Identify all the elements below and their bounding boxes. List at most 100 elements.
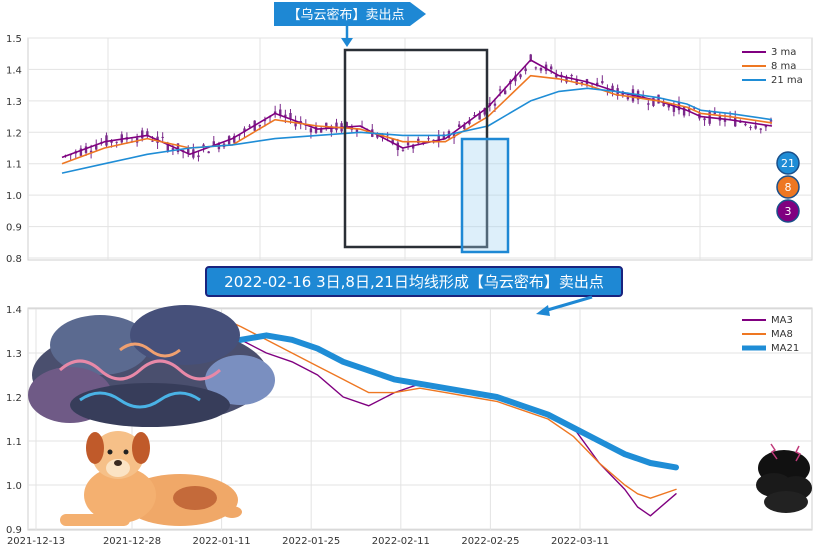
- bottom-x-tick-label: 2022-03-11: [551, 536, 609, 547]
- candle-body: [657, 94, 660, 104]
- candle-body: [514, 75, 517, 82]
- candle-body: [161, 136, 164, 138]
- candle-body: [524, 68, 527, 72]
- candle-body: [427, 138, 430, 140]
- candle-body: [549, 66, 553, 70]
- candle-body: [519, 74, 522, 78]
- candle-body: [335, 122, 338, 131]
- candle-body: [734, 116, 737, 127]
- candle-body: [749, 127, 752, 129]
- candle-body: [207, 151, 210, 154]
- candle-body: [498, 89, 502, 91]
- candle-body: [652, 97, 655, 106]
- top-y-tick-label: 1.0: [6, 191, 22, 202]
- candle-body: [744, 123, 747, 126]
- candle-body: [248, 125, 251, 127]
- candle-body: [294, 121, 297, 127]
- svg-text:21: 21: [781, 157, 795, 170]
- candle-body: [437, 134, 440, 142]
- bottom-x-tick-label: 2022-01-11: [193, 536, 251, 547]
- candle-body: [713, 112, 716, 114]
- candle-body: [166, 143, 169, 151]
- candle-body: [442, 134, 446, 140]
- bottom-ma-lines: [218, 317, 679, 517]
- bottom-y-ticks: 0.9 1.0 1.1 1.2 1.3 1.4: [6, 305, 22, 536]
- legend-label-ma8: MA8: [771, 329, 793, 340]
- candle-body: [115, 141, 118, 143]
- candle-body: [325, 122, 328, 129]
- candle-body: [345, 122, 348, 127]
- top-y-ticks: 0.8 0.9 1.0 1.1 1.2 1.3 1.4 1.5: [6, 34, 22, 265]
- top-y-tick-label: 1.4: [6, 65, 22, 76]
- bottom-x-tick-label: 2021-12-13: [7, 536, 65, 547]
- candle-body: [284, 114, 287, 118]
- candle-body: [693, 107, 696, 109]
- legend-label-ma21: MA21: [771, 343, 799, 354]
- candle-body: [503, 90, 507, 95]
- svg-text:3: 3: [785, 205, 792, 218]
- candle-body: [723, 118, 727, 122]
- dark-cloud-zone-box: [343, 48, 489, 249]
- badge-8: [776, 175, 800, 199]
- candle-body: [279, 109, 282, 116]
- bottom-y-tick-label: 1.1: [6, 437, 22, 448]
- candle-body: [754, 125, 757, 129]
- candle-body: [401, 149, 405, 151]
- candle-body: [473, 115, 476, 117]
- bottom-x-tick-label: 2022-01-25: [282, 536, 340, 547]
- candle-body: [258, 124, 262, 127]
- candle-body: [769, 120, 773, 122]
- candle-body: [105, 135, 108, 146]
- candle-body: [376, 134, 379, 138]
- candle-body: [355, 128, 359, 133]
- candle-body: [703, 118, 706, 121]
- candle-body: [330, 126, 333, 133]
- candle-body: [197, 155, 200, 158]
- top-legend: 3 ma 8 ma 21 ma: [742, 47, 803, 86]
- candle-body: [539, 67, 543, 71]
- candle-body: [483, 108, 486, 115]
- candle-body: [662, 101, 665, 107]
- candle-body: [739, 121, 742, 123]
- dark-cloud-icon: [756, 443, 812, 513]
- candle-body: [391, 138, 394, 144]
- candle-body: [273, 111, 277, 114]
- candle-body: [243, 128, 246, 133]
- bottom-y-tick-label: 1.2: [6, 393, 22, 404]
- bottom-x-tick-label: 2022-02-11: [372, 536, 430, 547]
- storm-cloud-illustration: [28, 305, 275, 427]
- legend-label-8ma: 8 ma: [771, 61, 796, 72]
- candle-body: [233, 135, 236, 143]
- candle-body: [212, 141, 215, 145]
- candle-body: [176, 143, 180, 153]
- candle-body: [84, 146, 88, 153]
- badge-3: [776, 199, 800, 223]
- top-line-21ma: [61, 87, 773, 174]
- candle-body: [95, 145, 98, 150]
- candle-body: [146, 131, 149, 137]
- svg-text:8: 8: [785, 181, 792, 194]
- candle-body: [647, 103, 650, 105]
- top-y-tick-label: 0.8: [6, 254, 22, 265]
- mid-banner: 2022-02-16 3日,8日,21日均线形成【乌云密布】卖出点: [205, 266, 623, 316]
- bottom-y-tick-label: 1.3: [6, 349, 22, 360]
- candle-body: [570, 74, 573, 77]
- candle-body: [529, 54, 532, 60]
- top-y-tick-label: 1.5: [6, 34, 22, 45]
- legend-label-ma3: MA3: [771, 315, 793, 326]
- candle-body: [263, 120, 267, 122]
- top-y-tick-label: 0.9: [6, 223, 22, 234]
- candle-body: [667, 104, 670, 108]
- candle-body: [555, 74, 558, 78]
- candle-body: [478, 113, 481, 120]
- candle-body: [289, 112, 292, 119]
- svg-text:【乌云密布】卖出点: 【乌云密布】卖出点: [287, 7, 404, 23]
- candle-body: [171, 148, 175, 151]
- bottom-x-tick-label: 2022-02-25: [461, 536, 519, 547]
- candle-body: [202, 144, 205, 148]
- candle-body: [411, 144, 415, 149]
- candle-body: [79, 148, 83, 156]
- candle-body: [682, 106, 686, 116]
- candle-body: [626, 95, 630, 100]
- candle-body: [493, 103, 497, 106]
